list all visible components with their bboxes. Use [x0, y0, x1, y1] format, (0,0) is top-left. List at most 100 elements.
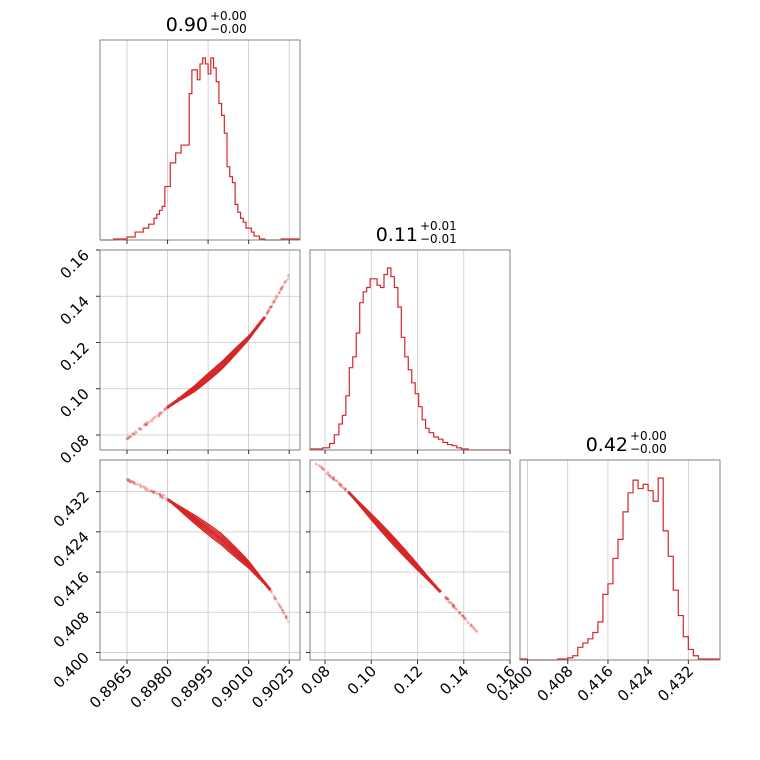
- scatter-point: [159, 410, 162, 414]
- scatter-point: [331, 476, 334, 480]
- scatter-point: [132, 481, 136, 485]
- scatter-point: [164, 498, 168, 501]
- scatter-point: [131, 432, 134, 436]
- scatter-point: [458, 611, 462, 615]
- scatter-point: [342, 486, 346, 490]
- scatter-point: [138, 427, 141, 431]
- scatter-point: [279, 288, 282, 292]
- scatter-point: [281, 285, 284, 288]
- scatter-point: [134, 483, 137, 486]
- param-minus: −0.00: [210, 22, 247, 36]
- scatter-point: [446, 597, 450, 601]
- scatter-point: [454, 607, 458, 611]
- scatter-point: [447, 597, 450, 601]
- param-title: 0.90 +0.00−0.00: [166, 9, 247, 36]
- scatter-point: [159, 494, 162, 498]
- scatter-point: [145, 423, 149, 427]
- scatter-point: [152, 490, 156, 494]
- scatter-point: [338, 483, 342, 487]
- scatter-point: [153, 415, 157, 419]
- scatter-point: [160, 497, 164, 500]
- scatter-point: [448, 601, 451, 604]
- scatter-point: [458, 610, 462, 614]
- x-tick-label: 0.8995: [167, 662, 217, 712]
- scatter-point: [127, 437, 131, 440]
- scatter-point: [452, 605, 456, 609]
- scatter-point: [139, 485, 143, 488]
- scatter-point: [321, 467, 324, 470]
- scatter-point: [145, 423, 149, 426]
- scatter-point: [287, 274, 290, 278]
- y-tick-label: 0.400: [50, 649, 93, 692]
- scatter-point: [446, 597, 449, 600]
- scatter-point: [277, 291, 281, 295]
- scatter-point: [139, 486, 142, 489]
- scatter-point: [128, 480, 132, 483]
- pair-panel-p0-p1: 0.08 0.10 0.12 0.14 0.16: [56, 246, 301, 467]
- scatter-point: [281, 609, 285, 613]
- scatter-point: [318, 464, 321, 467]
- scatter-point: [152, 491, 156, 495]
- scatter-point: [285, 279, 289, 282]
- param-plus: +0.01: [420, 219, 457, 233]
- scatter-point: [125, 437, 129, 441]
- scatter-point: [445, 596, 448, 600]
- scatter-point: [126, 478, 129, 482]
- x-tick-label: 0.8965: [86, 662, 136, 712]
- param-median: 0.42: [586, 434, 628, 456]
- scatter-point: [333, 478, 336, 482]
- scatter-point: [447, 598, 450, 602]
- scatter-point: [159, 411, 163, 415]
- scatter-point: [149, 489, 152, 493]
- scatter-point: [452, 603, 455, 607]
- y-tick-label: 0.14: [56, 292, 92, 328]
- scatter-point: [474, 629, 478, 632]
- scatter-point: [132, 481, 135, 485]
- scatter-point: [271, 300, 275, 304]
- scatter-point: [150, 418, 154, 422]
- scatter-point: [129, 435, 133, 439]
- scatter-point: [338, 482, 342, 486]
- scatter-point: [164, 407, 167, 411]
- scatter-point: [128, 480, 132, 484]
- scatter-point: [143, 486, 147, 490]
- scatter-point: [285, 616, 288, 619]
- scatter-point: [339, 483, 343, 486]
- scatter-point: [275, 295, 279, 298]
- scatter-point: [328, 475, 332, 478]
- scatter-point: [269, 305, 272, 309]
- scatter-point: [444, 595, 448, 599]
- scatter-point: [129, 435, 132, 438]
- scatter-point: [274, 598, 278, 601]
- scatter-point: [470, 626, 474, 629]
- panels-group: 0.90 +0.00−0.00 0.11 +0.01−0.01 0.4000.4080.…: [50, 9, 721, 712]
- scatter-point: [267, 309, 271, 313]
- scatter-point: [451, 604, 455, 608]
- scatter-point: [463, 616, 467, 620]
- scatter-point: [331, 477, 335, 481]
- scatter-point: [274, 297, 278, 300]
- scatter-point: [322, 468, 325, 472]
- scatter-point: [131, 480, 135, 483]
- scatter-point: [339, 484, 343, 487]
- scatter-point: [160, 494, 164, 498]
- scatter-point: [317, 464, 321, 467]
- param-plus: +0.00: [210, 9, 247, 23]
- y-tick-label: 0.416: [50, 568, 93, 611]
- scatter-point: [272, 301, 276, 304]
- scatter-point: [464, 619, 468, 622]
- scatter-point: [153, 491, 157, 494]
- scatter-point: [284, 615, 288, 618]
- scatter-point: [139, 482, 142, 486]
- param-title: 0.11 +0.01−0.01: [376, 219, 457, 246]
- scatter-point: [320, 466, 324, 469]
- scatter-point: [134, 429, 137, 433]
- scatter-point: [450, 602, 454, 605]
- scatter-point: [163, 408, 167, 412]
- scatter-point: [282, 610, 285, 614]
- scatter-point: [266, 311, 269, 314]
- param-minus: −0.01: [420, 232, 457, 246]
- scatter-point: [279, 605, 282, 608]
- scatter-point: [137, 427, 141, 431]
